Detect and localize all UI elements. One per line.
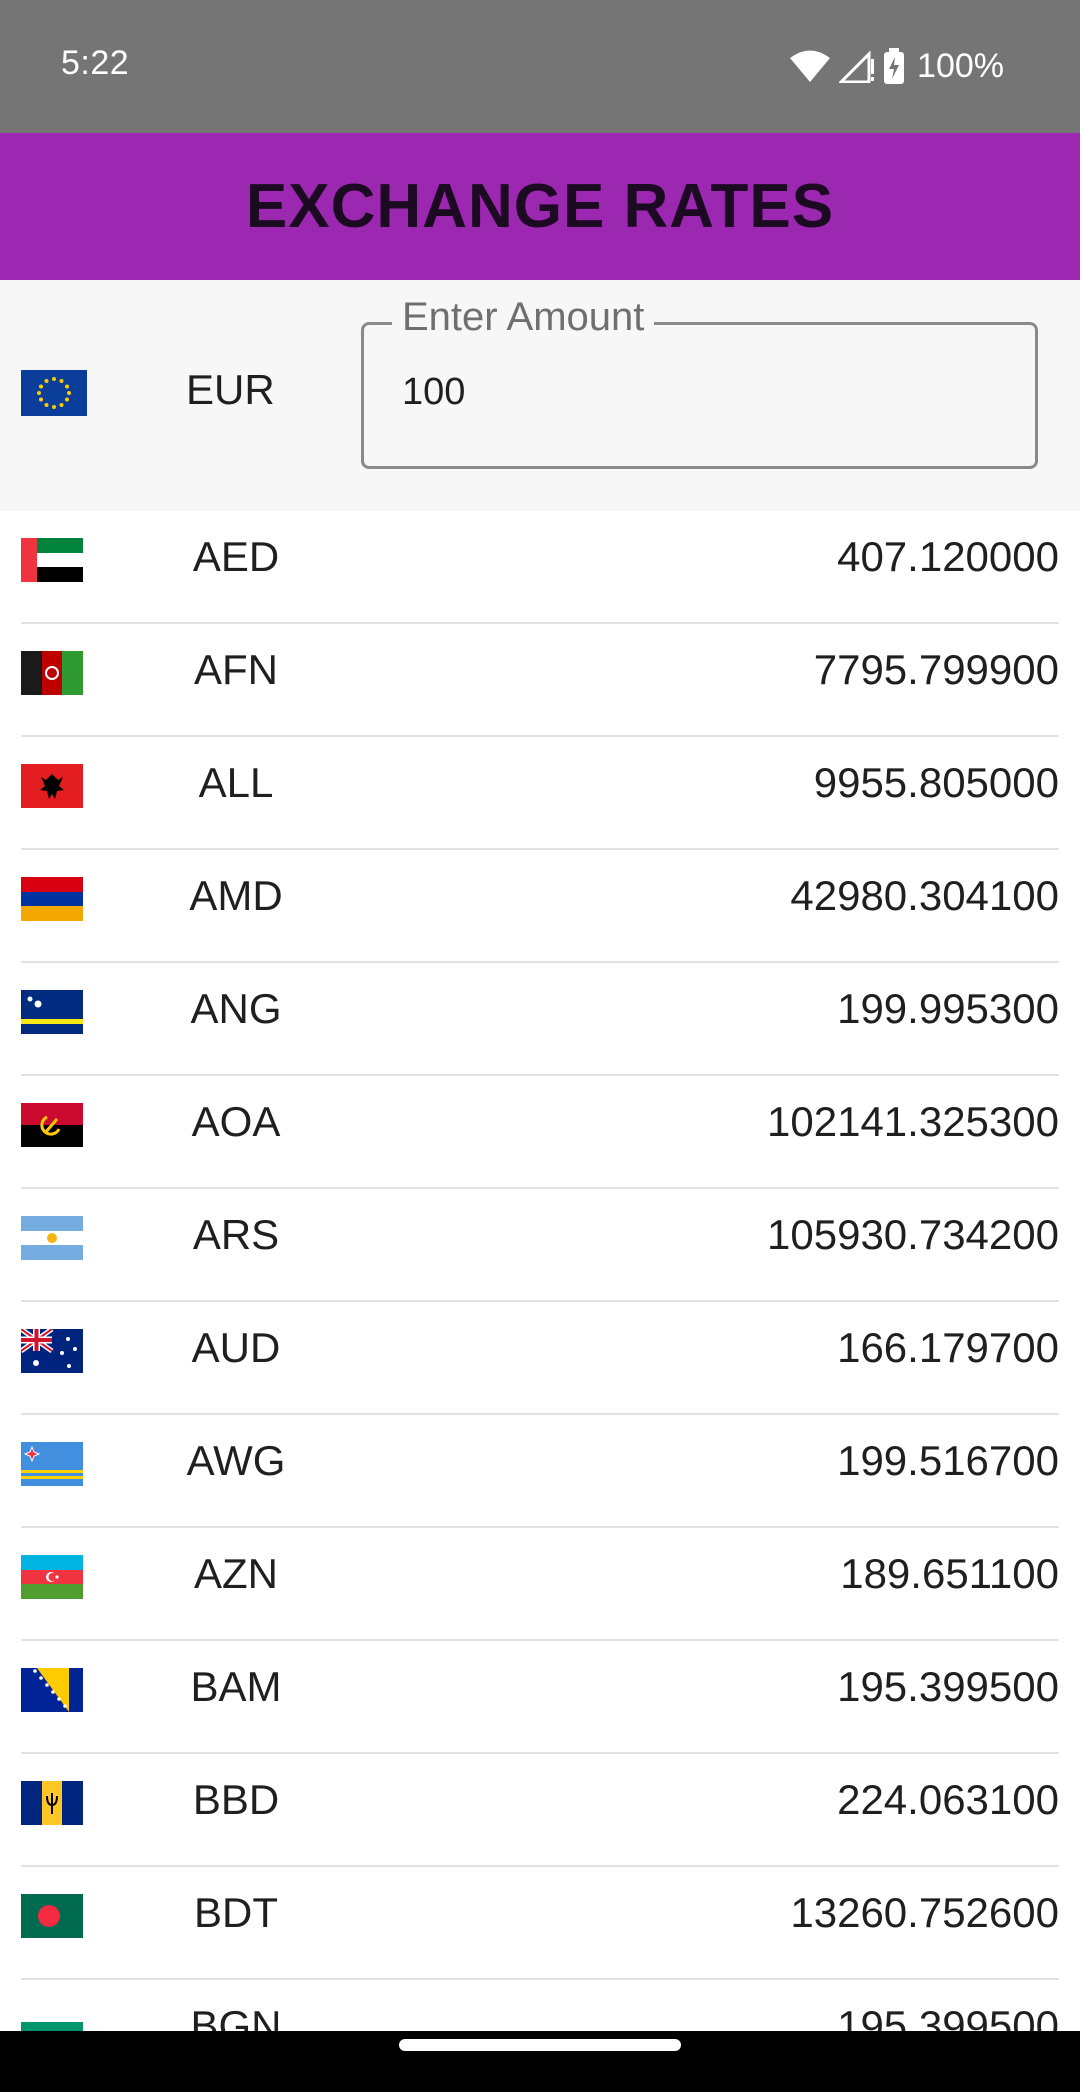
converted-value: 195.399500 [837,1663,1059,1710]
app-bar: EXCHANGE RATES [0,133,1080,280]
rate-row[interactable]: BBD 224.063100 [0,1754,1080,1867]
battery-charging-icon [884,48,905,84]
currency-code: ALL [198,759,274,806]
currency-code: BAM [190,1663,282,1710]
page-title: EXCHANGE RATES [245,172,835,241]
cell-signal-icon [839,50,875,83]
currency-code: AFN [194,646,278,693]
currency-code: AMD [189,872,283,919]
converted-value: 166.179700 [837,1324,1059,1371]
currency-code: AUD [191,1324,281,1371]
uae-flag-icon [21,538,83,582]
converted-value: 189.651100 [840,1550,1059,1597]
azerbaijan-flag-icon [21,1555,83,1599]
converted-value: 407.120000 [837,533,1059,580]
curacao-flag-icon [21,990,83,1034]
angola-flag-icon [21,1103,83,1147]
rate-row[interactable]: AWG 199.516700 [0,1415,1080,1528]
currency-code: AED [192,533,280,580]
bosnia-flag-icon [21,1668,83,1712]
converted-value: 9955.805000 [813,759,1059,806]
converted-value: 7795.799900 [813,646,1059,693]
rate-row[interactable]: ARS 105930.734200 [0,1189,1080,1302]
rate-row[interactable]: AFN 7795.799900 [0,624,1080,737]
currency-code: ANG [190,985,282,1032]
eu-flag-icon[interactable] [21,370,87,416]
amount-field-label: Enter Amount [392,293,655,341]
converted-value: 105930.734200 [767,1211,1059,1258]
barbados-flag-icon [21,1781,83,1825]
amount-field-outline [361,322,1038,469]
rate-row[interactable]: AMD 42980.304100 [0,850,1080,963]
rate-list[interactable]: AED 407.120000 AFN 7795.799900 ALL 9955.… [0,511,1080,2031]
currency-code: AWG [186,1437,286,1484]
converted-value: 224.063100 [837,1776,1059,1823]
bulgaria-flag-icon [21,2007,83,2031]
currency-code: AZN [194,1550,278,1597]
aruba-flag-icon [21,1442,83,1486]
rate-row[interactable]: ANG 199.995300 [0,963,1080,1076]
rate-row[interactable]: BGN 195.399500 [0,1980,1080,2031]
currency-code: BDT [194,1889,278,1936]
currency-code: ARS [192,1211,280,1258]
amount-input[interactable] [402,366,1002,418]
converted-value: 199.995300 [837,985,1059,1032]
rate-row[interactable]: AUD 166.179700 [0,1302,1080,1415]
currency-code: BBD [192,1776,280,1823]
converted-value: 102141.325300 [767,1098,1059,1145]
converted-value: 195.399500 [837,2002,1059,2031]
converted-value: 199.516700 [837,1437,1059,1484]
bangladesh-flag-icon [21,1894,83,1938]
status-time: 5:22 [61,44,130,82]
currency-code: AOA [191,1098,281,1145]
albania-flag-icon [21,764,83,808]
australia-flag-icon [21,1329,83,1373]
afghanistan-flag-icon [21,651,83,695]
status-icons: 100% [789,44,1004,88]
rate-row[interactable]: AZN 189.651100 [0,1528,1080,1641]
converted-value: 42980.304100 [790,872,1059,919]
currency-code: BGN [190,2002,282,2031]
rate-row[interactable]: AOA 102141.325300 [0,1076,1080,1189]
armenia-flag-icon [21,877,83,921]
battery-percentage: 100% [917,46,1004,85]
rate-row[interactable]: BAM 195.399500 [0,1641,1080,1754]
rate-row[interactable]: ALL 9955.805000 [0,737,1080,850]
rate-row[interactable]: BDT 13260.752600 [0,1867,1080,1980]
argentina-flag-icon [21,1216,83,1260]
base-currency-code[interactable]: EUR [186,366,275,413]
rate-row[interactable]: AED 407.120000 [0,511,1080,624]
wifi-icon [790,50,831,82]
home-gesture-handle[interactable] [399,2039,681,2051]
converted-value: 13260.752600 [790,1889,1059,1936]
